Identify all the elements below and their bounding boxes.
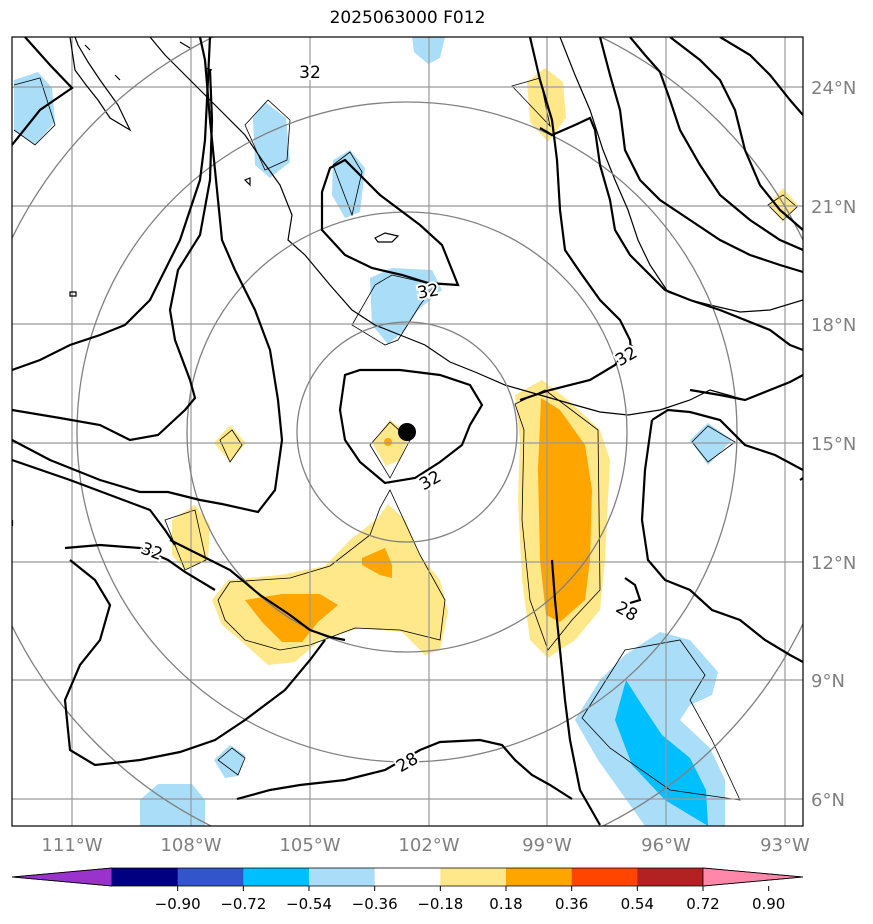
contour-label: 32 (416, 280, 441, 303)
contour-label: 32 (416, 467, 445, 495)
storm-center-marker (398, 423, 416, 441)
gridlines (12, 37, 803, 826)
colorbar-boxes (11, 867, 804, 887)
colorbar-box (374, 868, 441, 886)
colorbar-ticks: −0.90 −0.72 −0.54 −0.36 −0.18 0.18 0.36 0.54 0.7… (155, 886, 785, 913)
colorbar-tick-label: 0.54 (621, 895, 654, 913)
positive-patch (384, 438, 392, 446)
field-outline (332, 151, 363, 217)
colorbar-box (571, 868, 638, 886)
colorbar-box (637, 868, 704, 886)
field-outline (514, 389, 601, 651)
negative-patch (14, 72, 55, 145)
field-outline (217, 747, 246, 776)
field-outline (13, 77, 56, 146)
field-outline (691, 425, 736, 463)
colorbar-box (440, 868, 507, 886)
lon-label: 96°W (641, 835, 691, 856)
colorbar-outline (11, 867, 804, 887)
colorbar-box (243, 868, 310, 886)
colorbar-extend-low (11, 867, 113, 887)
lon-label: 93°W (760, 835, 810, 856)
positive-patch (245, 594, 338, 642)
negative-patch (615, 680, 708, 826)
negative-patch (370, 268, 442, 344)
colorbar-extend-high (702, 867, 804, 887)
lat-label: 24°N (811, 78, 856, 99)
field-outline (511, 77, 551, 128)
colorbar-tick-label: 0.72 (686, 895, 719, 913)
lat-label: 6°N (811, 790, 845, 811)
isotherm-contours (12, 37, 803, 826)
lat-label: 18°N (811, 315, 856, 336)
colorbar-box (112, 868, 179, 886)
field-outline (767, 194, 798, 221)
colorbar-tick-label: 0.36 (555, 895, 588, 913)
longitude-labels: 111°W 108°W 105°W 102°W 99°W 96°W 93°W (41, 835, 810, 856)
map-title: 2025063000 F012 (329, 8, 486, 28)
lat-label: 12°N (811, 553, 856, 574)
negative-patch (214, 745, 245, 778)
lat-label: 21°N (811, 197, 856, 218)
positive-patch (362, 548, 392, 578)
contour-label: 32 (299, 63, 321, 83)
field-outline (244, 99, 291, 171)
field-outline (581, 639, 741, 801)
colorbar-tick-label: −0.18 (417, 895, 463, 913)
contour-label: 32 (138, 539, 165, 565)
colorbar-box (177, 868, 244, 886)
negative-patch (253, 102, 290, 178)
lat-label: 9°N (811, 671, 845, 692)
latitude-labels: 24°N 21°N 18°N 15°N 12°N 9°N 6°N (811, 78, 856, 811)
contour-label: 28 (393, 749, 422, 777)
lat-label: 15°N (811, 434, 856, 455)
colorbar-tick-label: −0.90 (155, 895, 201, 913)
lon-label: 108°W (160, 835, 221, 856)
lon-label: 111°W (41, 835, 102, 856)
lon-label: 105°W (279, 835, 340, 856)
shaded-field (14, 37, 798, 826)
range-rings (12, 37, 803, 826)
negative-patch (332, 150, 365, 218)
negative-patch (690, 423, 732, 465)
colorbar-tick-label: −0.72 (220, 895, 266, 913)
colorbar-tick-label: 0.90 (752, 895, 785, 913)
field-outline (219, 429, 243, 463)
field-outline (351, 274, 436, 346)
colorbar-box (309, 868, 376, 886)
lon-label: 99°W (522, 835, 572, 856)
field-outline (164, 509, 207, 571)
lon-label: 102°W (398, 835, 459, 856)
colorbar-box (506, 868, 573, 886)
colorbar-tick-label: −0.54 (286, 895, 332, 913)
colorbar-tick-label: 0.18 (489, 895, 522, 913)
map-frame (11, 36, 804, 827)
coastline (69, 37, 803, 416)
colorbar: −0.90 −0.72 −0.54 −0.36 −0.18 0.18 0.36 0.54 0.7… (11, 867, 804, 913)
colorbar-tick-label: −0.36 (352, 895, 398, 913)
positive-patch (768, 188, 798, 222)
field-outline (217, 489, 446, 651)
